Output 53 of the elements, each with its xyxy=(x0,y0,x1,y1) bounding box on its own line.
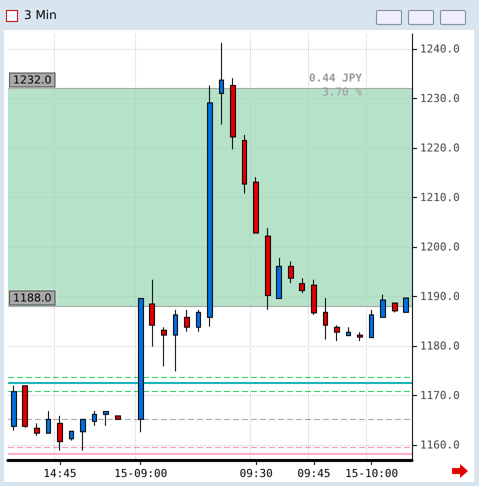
candlestick xyxy=(346,326,351,337)
candlestick xyxy=(219,42,224,126)
candlestick xyxy=(288,260,294,284)
candlestick xyxy=(311,279,317,316)
candlestick xyxy=(22,385,28,428)
candlestick xyxy=(334,324,340,342)
candlestick xyxy=(242,134,247,194)
y-tick-label: 1220.0 xyxy=(420,141,460,154)
candlestick xyxy=(196,309,201,332)
candlestick xyxy=(161,326,167,367)
candlestick xyxy=(115,415,121,420)
y-tick-label: 1190.0 xyxy=(420,290,460,304)
x-tick-label: 15-09:00 xyxy=(114,467,168,480)
candlestick xyxy=(92,410,97,426)
candlestick xyxy=(265,228,271,310)
candlestick xyxy=(299,278,305,294)
candlestick xyxy=(149,279,155,348)
ref-line-label: 1188.0 xyxy=(13,291,52,304)
y-tick-label: 1240.0 xyxy=(420,42,460,56)
x-tick-label: 09:30 xyxy=(240,467,273,480)
chart-title: 3 Min xyxy=(24,8,57,22)
candlestick xyxy=(57,415,63,452)
y-tick-label: 1170.0 xyxy=(420,389,460,402)
candlestick xyxy=(276,257,282,300)
y-tick-label: 1160.0 xyxy=(420,438,460,452)
candlestick xyxy=(380,294,386,318)
candlestick xyxy=(184,309,190,332)
x-tick-label: 14:45 xyxy=(43,467,77,480)
y-tick-label: 1200.0 xyxy=(420,240,460,254)
candlestick xyxy=(46,410,51,434)
candlestick xyxy=(11,385,17,432)
annotation: 0.44 JPY xyxy=(309,71,362,84)
candlestick xyxy=(253,176,259,234)
candlestick xyxy=(138,298,144,433)
candlestick xyxy=(230,78,236,150)
ref-line-label: 1232.0 xyxy=(13,73,52,86)
y-tick-label: 1210.0 xyxy=(420,190,460,204)
candlestick xyxy=(34,422,40,436)
candlestick xyxy=(80,418,86,452)
candlestick xyxy=(403,298,409,313)
candlestick xyxy=(69,430,74,442)
x-tick-label: 15-10:00 xyxy=(345,467,398,480)
candlestick xyxy=(103,410,109,426)
candlestick xyxy=(207,85,213,328)
candlestick xyxy=(392,302,398,313)
y-tick-label: 1180.0 xyxy=(420,340,460,353)
candlestick xyxy=(323,298,328,340)
candlestick xyxy=(173,309,178,372)
candlestick xyxy=(369,309,374,338)
y-tick-label: 1230.0 xyxy=(420,92,460,105)
annotation: 3.70 % xyxy=(322,85,362,98)
candlestick xyxy=(357,332,363,342)
x-tick-label: 09:45 xyxy=(297,467,330,480)
